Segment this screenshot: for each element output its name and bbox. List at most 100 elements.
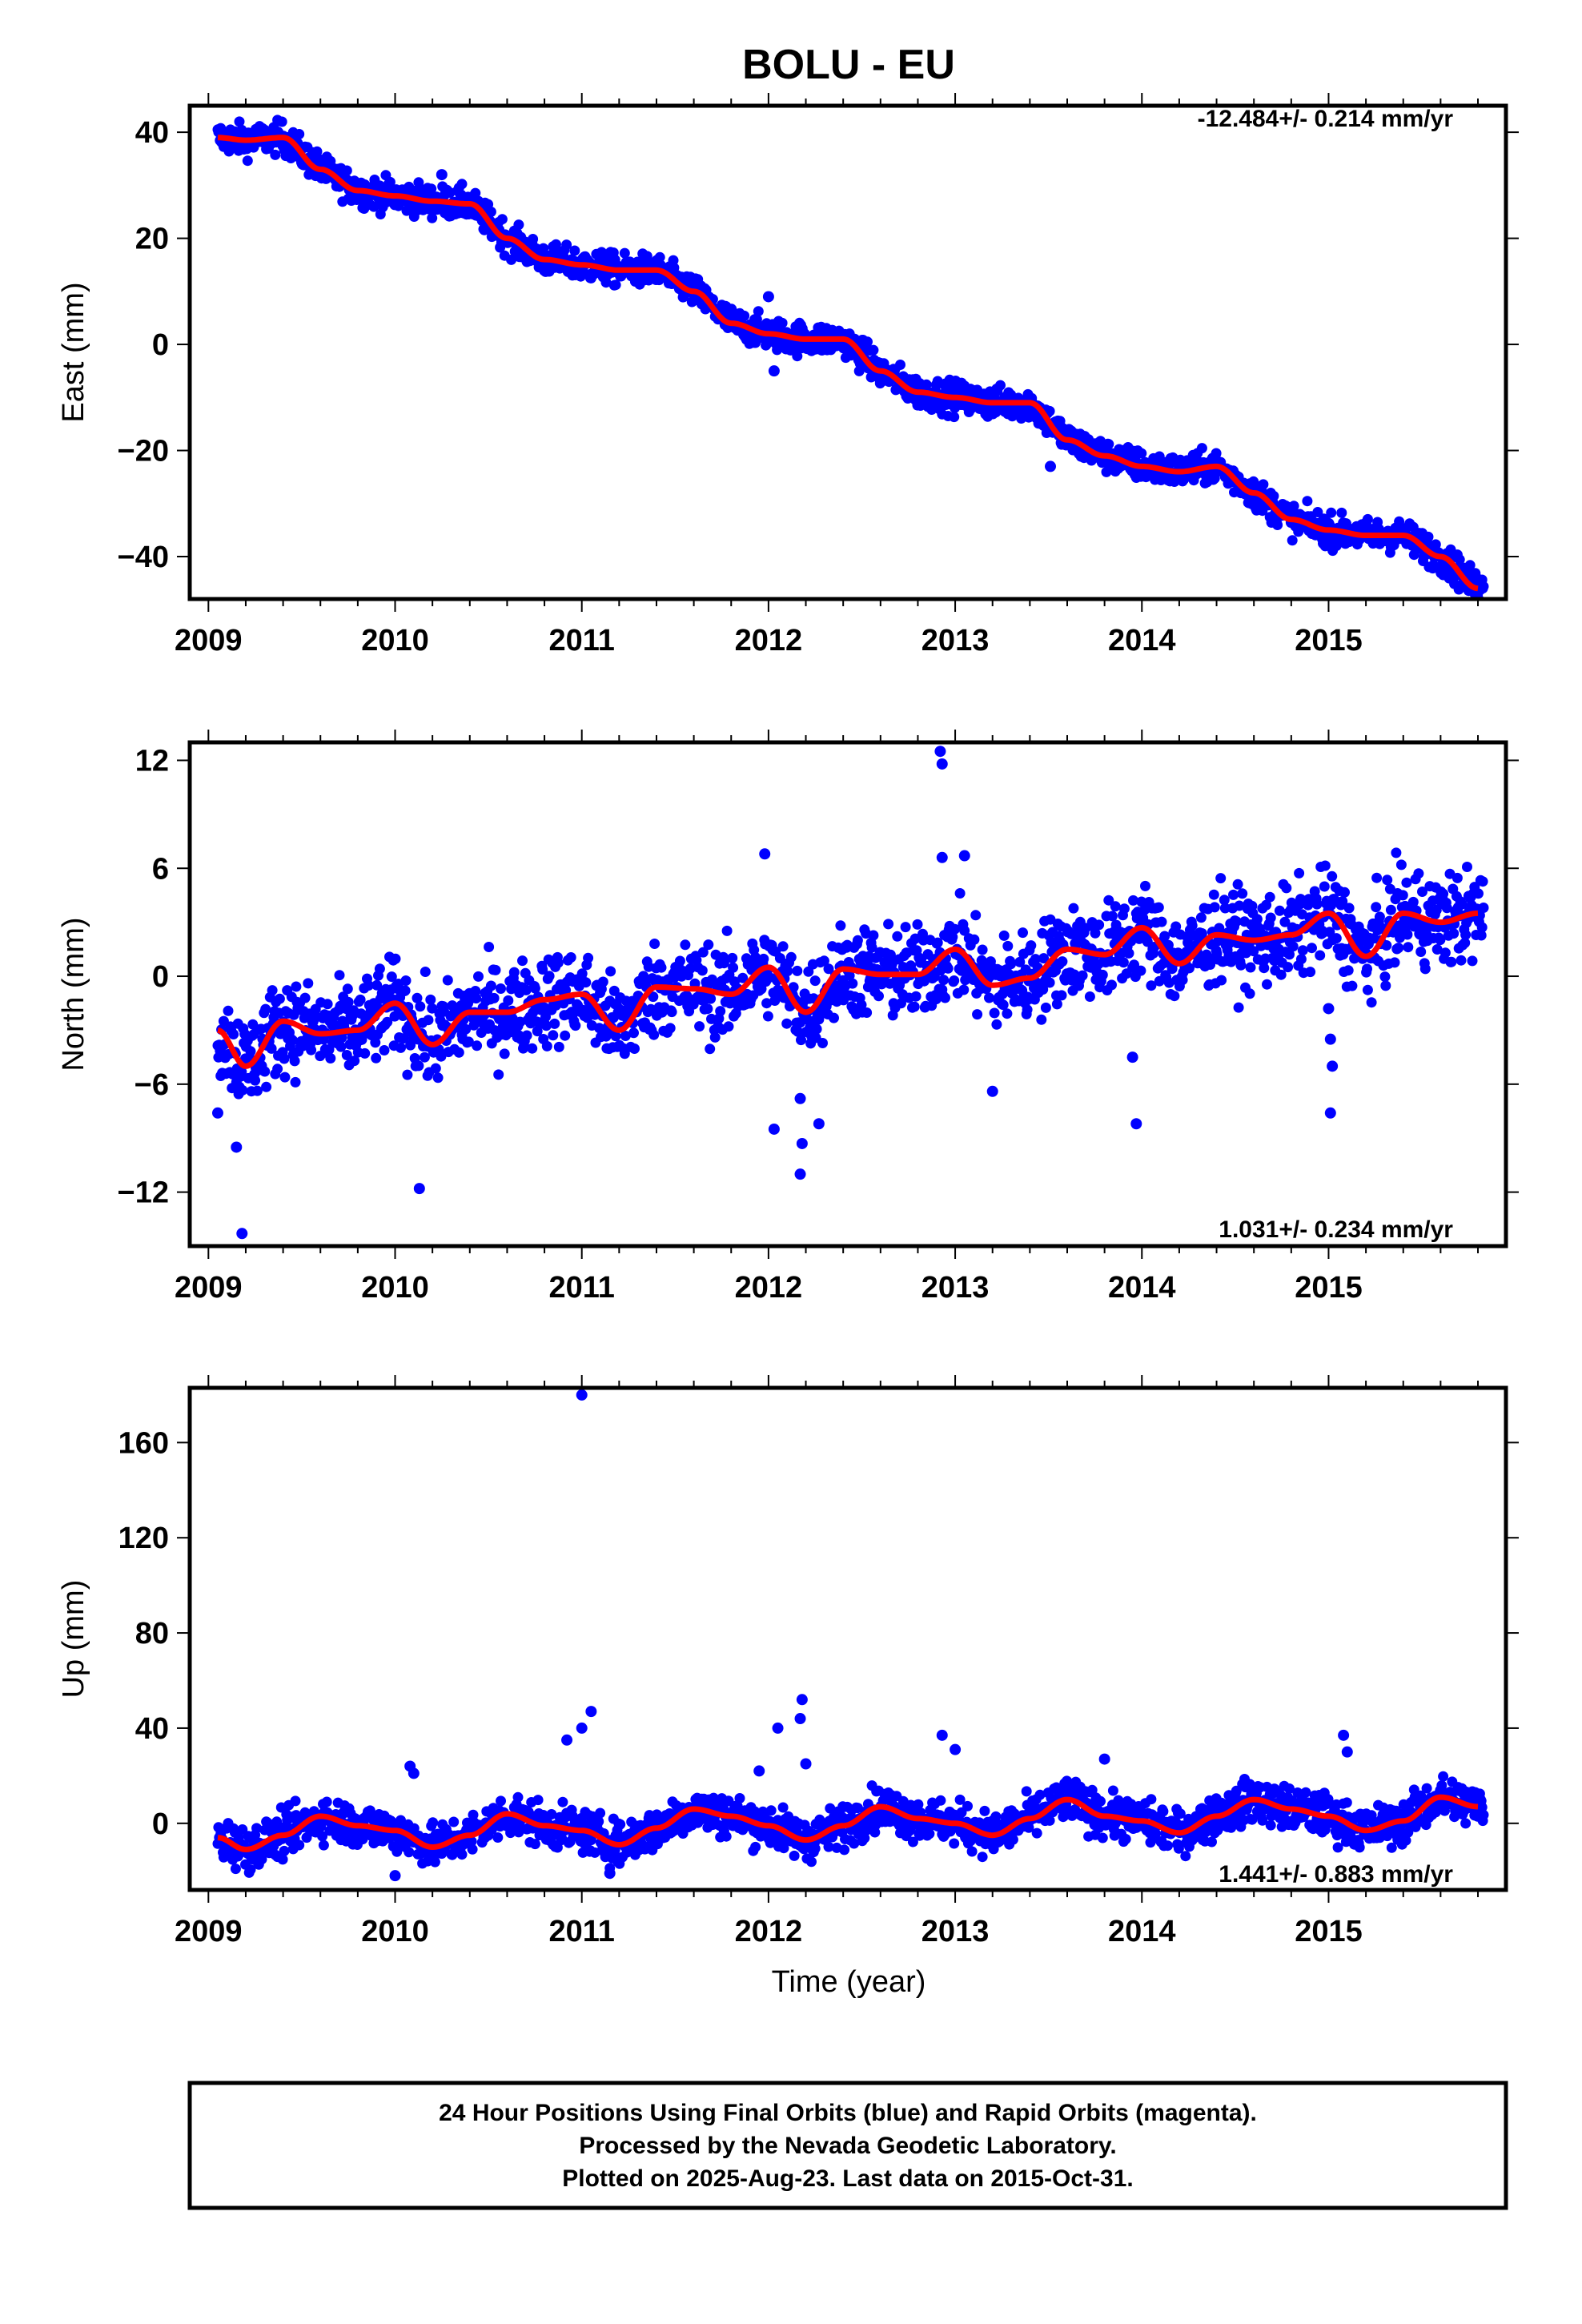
north-point [1068,903,1079,914]
north-point [580,977,592,988]
north-point [236,1066,247,1077]
north-point [721,925,733,936]
north-point [940,992,950,1003]
north-point [1417,887,1427,897]
east-point [1258,479,1269,490]
north-outlier-point [958,850,970,862]
north-point [998,999,1009,1011]
north-point [427,1003,438,1014]
up-point [765,1805,777,1816]
north-point [1462,862,1472,872]
up-x-tick-label: 2012 [735,1915,803,1948]
north-points [211,746,1489,1240]
up-point [256,1854,267,1865]
up-point [512,1791,524,1803]
north-point [1419,963,1431,975]
up-point [809,1843,821,1854]
east-point [1103,439,1114,450]
up-point [977,1852,988,1863]
east-point [270,149,281,160]
up-point [1034,1789,1046,1800]
north-point [1233,1002,1244,1013]
up-point [913,1799,924,1810]
north-point [402,1069,413,1080]
north-point [1077,970,1088,981]
east-outlier-point [436,169,448,181]
east-point [1464,560,1476,571]
east-point [596,247,607,258]
north-point [1084,991,1095,1002]
up-point [777,1802,789,1813]
north-outlier-point [1324,1107,1336,1119]
north-point [544,971,555,982]
north-point [1232,879,1243,890]
north-y-tick-label: 0 [152,960,169,994]
north-point [949,975,960,986]
north-point [1261,899,1272,911]
north-point [1446,956,1457,967]
north-point [259,1066,271,1077]
north-point [374,963,385,975]
east-outlier-point [762,291,774,303]
east-point [1478,581,1489,592]
north-outlier-point [768,1123,780,1135]
north-outlier-point [1130,1118,1142,1130]
north-point [1014,956,1026,967]
up-point [467,1844,478,1855]
north-plot-frame [187,740,1508,1248]
north-point [1337,896,1348,907]
north-point [576,968,588,979]
north-point [1303,894,1315,905]
up-point [949,1838,960,1849]
north-point [1184,963,1195,974]
north-point [1371,872,1383,883]
north-point [1006,959,1017,970]
east-point [479,224,490,235]
north-point [453,1047,464,1058]
north-point [1297,945,1308,956]
east-point [341,165,352,176]
north-point [335,1041,347,1052]
up-x-tick-label: 2010 [361,1915,429,1948]
up-point [1031,1827,1042,1839]
north-point [674,955,685,967]
east-panel: 2009 2010 2011 2012 2013 2014 201540200−20−40-… [57,93,1519,657]
north-point [527,1043,538,1054]
east-point [949,412,960,423]
north-point [727,952,738,963]
east-point [739,310,750,321]
east-point [862,336,873,348]
north-point [1467,955,1478,967]
north-point [912,919,923,930]
east-point [311,146,323,157]
north-point [1177,975,1188,986]
north-point [1279,916,1291,927]
north-point [761,998,773,1009]
east-point [561,239,572,251]
up-point [1044,1815,1055,1826]
north-point [705,993,717,1004]
north-point [1140,880,1150,891]
north-point [823,963,834,975]
north-point [1118,903,1130,915]
north-point [1251,914,1263,925]
north-point [1305,967,1316,978]
up-point [789,1850,800,1861]
north-point [706,1013,717,1024]
up-point [318,1839,329,1851]
north-point [471,993,482,1004]
up-point [496,1795,506,1807]
north-point [1237,888,1248,899]
up-point [849,1838,860,1849]
north-point [1403,942,1414,953]
up-point [1021,1786,1032,1797]
north-point [1216,975,1227,986]
east-point [1272,520,1283,530]
north-point [1331,933,1342,944]
north-point [274,993,285,1004]
up-point [466,1835,477,1847]
up-point [823,1841,834,1852]
east-point [654,251,665,263]
north-point [909,1001,920,1012]
north-point [415,1001,426,1012]
